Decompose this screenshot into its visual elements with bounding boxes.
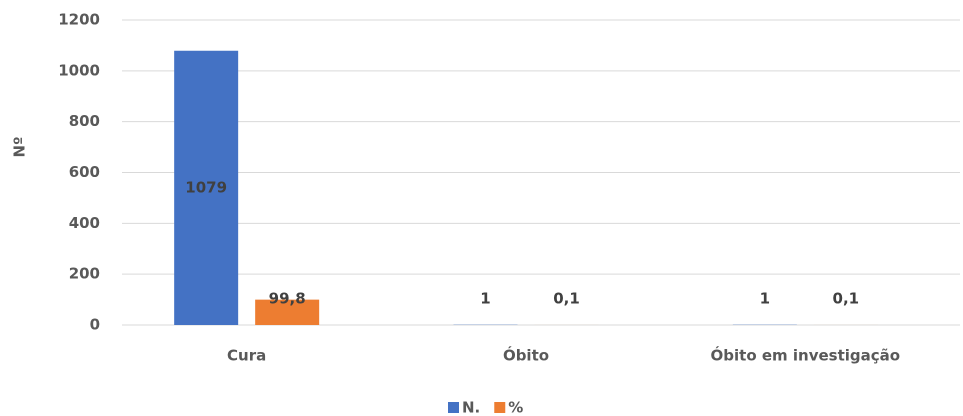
- data-label: 0,1: [553, 290, 580, 308]
- bar: [255, 299, 320, 325]
- data-label: 1079: [185, 178, 227, 196]
- y-axis-label: Nº: [11, 136, 29, 157]
- legend-swatch: [494, 402, 506, 413]
- bar: [174, 50, 239, 326]
- legend-swatch: [448, 402, 459, 413]
- y-tick-label: 200: [69, 265, 100, 283]
- data-label: 99,8: [269, 290, 306, 308]
- y-tick-label: 400: [69, 214, 100, 232]
- y-tick-label: 0: [90, 316, 100, 334]
- legend-label: N.: [462, 399, 480, 416]
- data-label: 0,1: [833, 290, 860, 308]
- y-tick-label: 1200: [58, 11, 100, 29]
- x-tick-label: Cura: [227, 347, 266, 365]
- y-tick-label: 1000: [58, 61, 100, 79]
- x-tick-label: Óbito: [503, 346, 549, 365]
- x-tick-label: Óbito em investigação: [711, 346, 901, 365]
- y-tick-label: 600: [69, 163, 100, 181]
- legend-label: %: [508, 399, 523, 416]
- data-label: 1: [480, 290, 490, 308]
- y-tick-label: 800: [69, 112, 100, 130]
- data-label: 1: [760, 290, 770, 308]
